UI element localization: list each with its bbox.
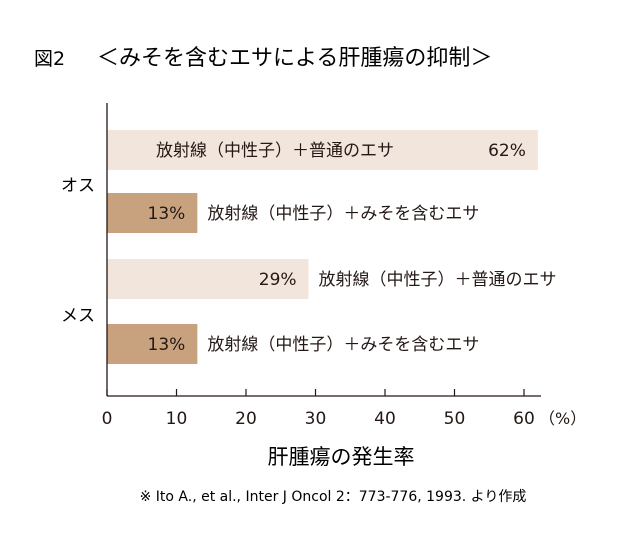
group-label: オス (61, 176, 95, 196)
x-tick-label: 30 (305, 409, 327, 429)
bar (107, 193, 198, 233)
value-label: 13% (148, 204, 186, 224)
value-label: 62% (488, 141, 526, 161)
x-tick-label: 20 (235, 409, 257, 429)
source-note: ※ Ito A., et al., Inter J Oncol 2：773-77… (140, 489, 527, 505)
chart-title: ＜みそを含むエサによる肝腫瘍の抑制＞ (97, 46, 492, 71)
x-tick-label: 60 (513, 409, 535, 429)
x-axis-title: 肝腫瘍の発生率 (268, 445, 415, 469)
bar-label: 放射線（中性子）＋みそを含むエサ (207, 204, 479, 224)
bar (107, 130, 538, 170)
value-label: 13% (148, 335, 186, 355)
group-label: メス (61, 306, 95, 326)
x-tick-label: 50 (444, 409, 466, 429)
figure-label: 図2 (34, 48, 65, 70)
bar (107, 259, 309, 299)
bar (107, 324, 198, 364)
value-label: 29% (259, 270, 297, 290)
x-tick-label: 0 (102, 409, 113, 429)
bar-label: 放射線（中性子）＋みそを含むエサ (207, 335, 479, 355)
x-tick-label: 40 (374, 409, 396, 429)
bar-label: 放射線（中性子）＋普通のエサ (319, 270, 557, 290)
bars-layer: 放射線（中性子）＋普通のエサ 62% 13% 放射線（中性子）＋みそを含むエサ 29% 放… (107, 130, 557, 364)
x-tick-label: 10 (166, 409, 188, 429)
bar-label: 放射線（中性子）＋普通のエサ (156, 141, 394, 161)
x-axis-unit: （%） (539, 409, 586, 428)
